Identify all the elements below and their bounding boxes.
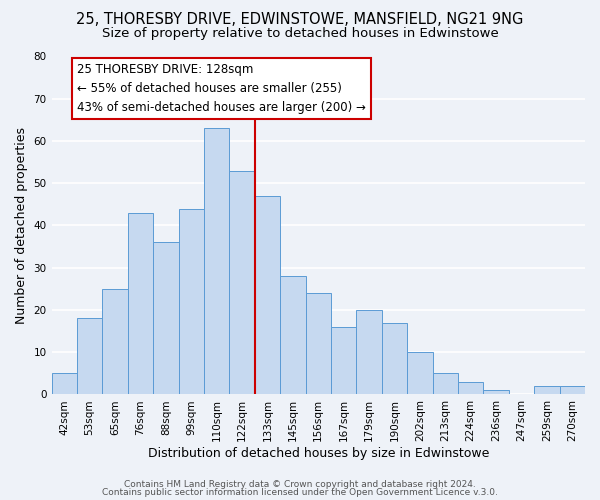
X-axis label: Distribution of detached houses by size in Edwinstowe: Distribution of detached houses by size … — [148, 447, 489, 460]
Bar — [128, 213, 153, 394]
Bar — [280, 276, 305, 394]
Y-axis label: Number of detached properties: Number of detached properties — [15, 127, 28, 324]
Text: 25, THORESBY DRIVE, EDWINSTOWE, MANSFIELD, NG21 9NG: 25, THORESBY DRIVE, EDWINSTOWE, MANSFIEL… — [76, 12, 524, 28]
Bar — [255, 196, 280, 394]
Bar — [305, 293, 331, 394]
Bar — [433, 374, 458, 394]
Bar — [560, 386, 585, 394]
Bar — [204, 128, 229, 394]
Bar — [179, 208, 204, 394]
Bar — [534, 386, 560, 394]
Bar — [153, 242, 179, 394]
Bar — [52, 374, 77, 394]
Bar — [484, 390, 509, 394]
Bar — [77, 318, 103, 394]
Bar — [407, 352, 433, 395]
Text: Contains HM Land Registry data © Crown copyright and database right 2024.: Contains HM Land Registry data © Crown c… — [124, 480, 476, 489]
Bar — [382, 322, 407, 394]
Text: Size of property relative to detached houses in Edwinstowe: Size of property relative to detached ho… — [101, 28, 499, 40]
Bar — [356, 310, 382, 394]
Bar — [229, 170, 255, 394]
Bar — [458, 382, 484, 394]
Bar — [331, 327, 356, 394]
Text: 25 THORESBY DRIVE: 128sqm
← 55% of detached houses are smaller (255)
43% of semi: 25 THORESBY DRIVE: 128sqm ← 55% of detac… — [77, 63, 366, 114]
Text: Contains public sector information licensed under the Open Government Licence v.: Contains public sector information licen… — [102, 488, 498, 497]
Bar — [103, 289, 128, 395]
